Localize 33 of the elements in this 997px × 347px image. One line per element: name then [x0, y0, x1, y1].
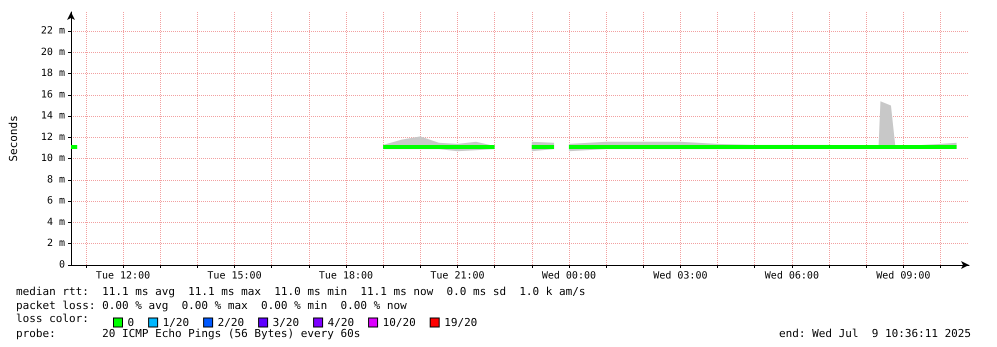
- legend-label: 10/20: [382, 316, 416, 329]
- x-tick-label: Tue 15:00: [207, 270, 262, 282]
- legend-label: 2/20: [218, 316, 244, 329]
- x-tick-label: Tue 12:00: [96, 270, 150, 282]
- y-tick-label: 8 m: [46, 174, 65, 186]
- x-tick-label: Tue 18:00: [318, 270, 374, 282]
- x-tick-label: Tue 21:00: [430, 270, 485, 282]
- y-tick-label: 20 m: [40, 46, 65, 58]
- y-tick-label: 6 m: [46, 196, 65, 207]
- legend-title: loss color:: [16, 312, 89, 326]
- x-tick-label: Wed 00:00: [542, 270, 596, 282]
- y-tick-label: 0: [58, 260, 65, 270]
- y-tick-label: 16 m: [40, 89, 65, 100]
- legend-label: 19/20: [444, 316, 478, 329]
- x-tick-label: Wed 06:00: [764, 270, 819, 282]
- text: median rtt: 11.1 ms avg 11.1 ms max 11.0 ms min 11.1 ms now 0.0 ms sd 1.0 k am/s: [16, 285, 586, 299]
- y-tick-label: 22 m: [40, 26, 65, 37]
- y-tick-label: 10 m: [40, 153, 65, 164]
- legend-label: 4/20: [328, 316, 354, 329]
- text: packet loss: 0.00 % avg 0.00 % max 0.00 % min 0.00 % now: [16, 299, 407, 313]
- legend-label: 0: [128, 316, 134, 329]
- y-tick-label: 18 m: [40, 68, 65, 80]
- y-tick-label: 2 m: [46, 238, 65, 250]
- y-tick-label: 12 m: [40, 132, 65, 143]
- x-tick-label: Wed 09:00: [876, 270, 930, 282]
- y-tick-label: 4 m: [46, 216, 65, 228]
- y-tick-label: 14 m: [40, 110, 65, 122]
- x-tick-label: Wed 03:00: [653, 270, 708, 282]
- text: end: Wed Jul 9 10:36:11 2025: [779, 327, 972, 341]
- legend-label: 3/20: [272, 316, 300, 329]
- legend-label: 1/20: [162, 316, 190, 329]
- y-axis-title: Seconds: [7, 115, 20, 162]
- text: probe: 20 ICMP Echo Pings (56 Bytes) every 60s: [16, 327, 360, 341]
